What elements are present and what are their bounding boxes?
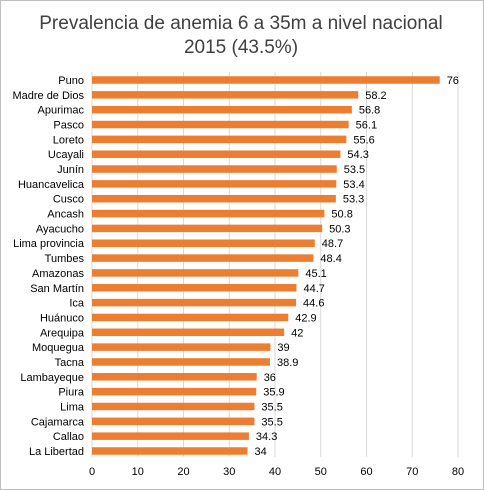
bar — [92, 76, 440, 84]
data-label: 53.3 — [343, 194, 364, 206]
category-label: La Libertad — [29, 446, 84, 458]
data-label: 56.8 — [359, 105, 380, 117]
category-label: Puno — [58, 75, 84, 87]
bar — [92, 343, 271, 351]
data-label: 48.4 — [320, 253, 341, 265]
data-label: 53.5 — [344, 164, 365, 176]
data-label: 55.6 — [353, 134, 374, 146]
data-label: 44.6 — [303, 298, 324, 310]
bar — [92, 150, 341, 158]
bar — [92, 373, 257, 381]
data-label: 39 — [277, 342, 289, 354]
category-label: Cusco — [53, 194, 84, 206]
bar — [92, 447, 248, 455]
data-label: 35.5 — [261, 401, 282, 413]
x-tick-label: 40 — [269, 466, 281, 478]
category-label: Loreto — [53, 134, 84, 146]
bar — [92, 135, 347, 144]
data-label: 58.2 — [365, 90, 386, 102]
category-label: Moquegua — [32, 342, 85, 354]
bar — [92, 209, 325, 218]
category-label: Pasco — [53, 120, 84, 132]
bar — [92, 91, 359, 99]
data-label: 48.7 — [322, 238, 343, 250]
data-label: 54.3 — [347, 149, 368, 161]
bar — [92, 180, 337, 188]
data-label: 44.7 — [304, 283, 325, 295]
category-label: Tumbes — [45, 253, 85, 265]
x-tick-label: 70 — [406, 466, 418, 478]
bar — [92, 120, 349, 129]
x-tick-label: 10 — [132, 466, 144, 478]
category-label: Lima provincia — [13, 238, 85, 250]
bar — [92, 417, 255, 426]
category-label: Huánuco — [40, 312, 84, 324]
bar — [92, 269, 299, 277]
bar — [92, 254, 314, 262]
data-label: 50.3 — [329, 223, 350, 235]
category-label: Callao — [53, 431, 84, 443]
bar — [92, 239, 315, 247]
data-label: 38.9 — [277, 357, 298, 369]
chart-title-line-1: Prevalencia de anemia 6 a 35m a nivel na… — [39, 13, 443, 34]
category-label: Cajamarca — [31, 416, 85, 428]
bar — [92, 432, 249, 440]
data-label: 50.8 — [331, 209, 352, 221]
data-label: 34.3 — [256, 431, 277, 443]
data-label: 45.1 — [305, 268, 326, 280]
category-label: Amazonas — [32, 268, 84, 280]
category-label: Ucayali — [48, 149, 84, 161]
bar-series — [92, 76, 440, 455]
category-label: Tacna — [55, 357, 85, 369]
bar — [92, 105, 352, 114]
bar — [92, 194, 336, 203]
data-label: 36 — [264, 372, 276, 384]
value-axis-ticks: 0 10 20 30 40 50 60 70 80 — [89, 466, 464, 478]
bar — [92, 284, 297, 292]
bar — [92, 298, 297, 307]
data-label: 35.5 — [261, 416, 282, 428]
x-tick-label: 60 — [360, 466, 372, 478]
bar — [92, 224, 323, 233]
category-axis-labels: Puno Madre de Dios Apurimac Pasco Loreto Ucay… — [12, 75, 84, 458]
category-label: San Martín — [30, 283, 84, 295]
category-label: Junín — [57, 164, 84, 176]
data-label: 34 — [255, 446, 267, 458]
data-label: 76 — [447, 75, 459, 87]
data-label: 56.1 — [356, 120, 377, 132]
x-tick-label: 50 — [315, 466, 327, 478]
category-label: Lima — [60, 401, 85, 413]
category-label: Ancash — [47, 209, 84, 221]
x-tick-label: 30 — [223, 466, 235, 478]
gridlines — [91, 72, 459, 457]
chart-title-line-2: 2015 (43.5%) — [183, 37, 299, 58]
category-label: Ayacucho — [36, 223, 84, 235]
data-label: 53.4 — [343, 179, 364, 191]
bar — [92, 328, 285, 337]
bar — [92, 313, 289, 322]
category-label: Lambayeque — [20, 372, 84, 384]
x-tick-label: 80 — [452, 466, 464, 478]
category-label: Apurimac — [38, 105, 85, 117]
category-label: Ica — [69, 298, 85, 310]
bar — [92, 165, 337, 173]
category-label: Arequipa — [40, 327, 85, 339]
category-label: Madre de Dios — [12, 90, 84, 102]
data-label: 35.9 — [263, 387, 284, 399]
x-tick-label: 0 — [89, 466, 95, 478]
data-label: 42 — [291, 327, 303, 339]
chart-title: Prevalencia de anemia 6 a 35m a nivel na… — [0, 12, 482, 60]
category-label: Huancavelica — [18, 179, 85, 191]
x-tick-label: 20 — [177, 466, 189, 478]
bar — [92, 402, 255, 411]
bar — [92, 358, 270, 366]
data-labels: 76 58.2 56.8 56.1 55.6 54.3 53.5 53.4 53.3 50.8 50… — [255, 75, 459, 458]
category-label: Piura — [58, 387, 85, 399]
data-label: 42.9 — [295, 312, 316, 324]
bar — [92, 387, 257, 396]
